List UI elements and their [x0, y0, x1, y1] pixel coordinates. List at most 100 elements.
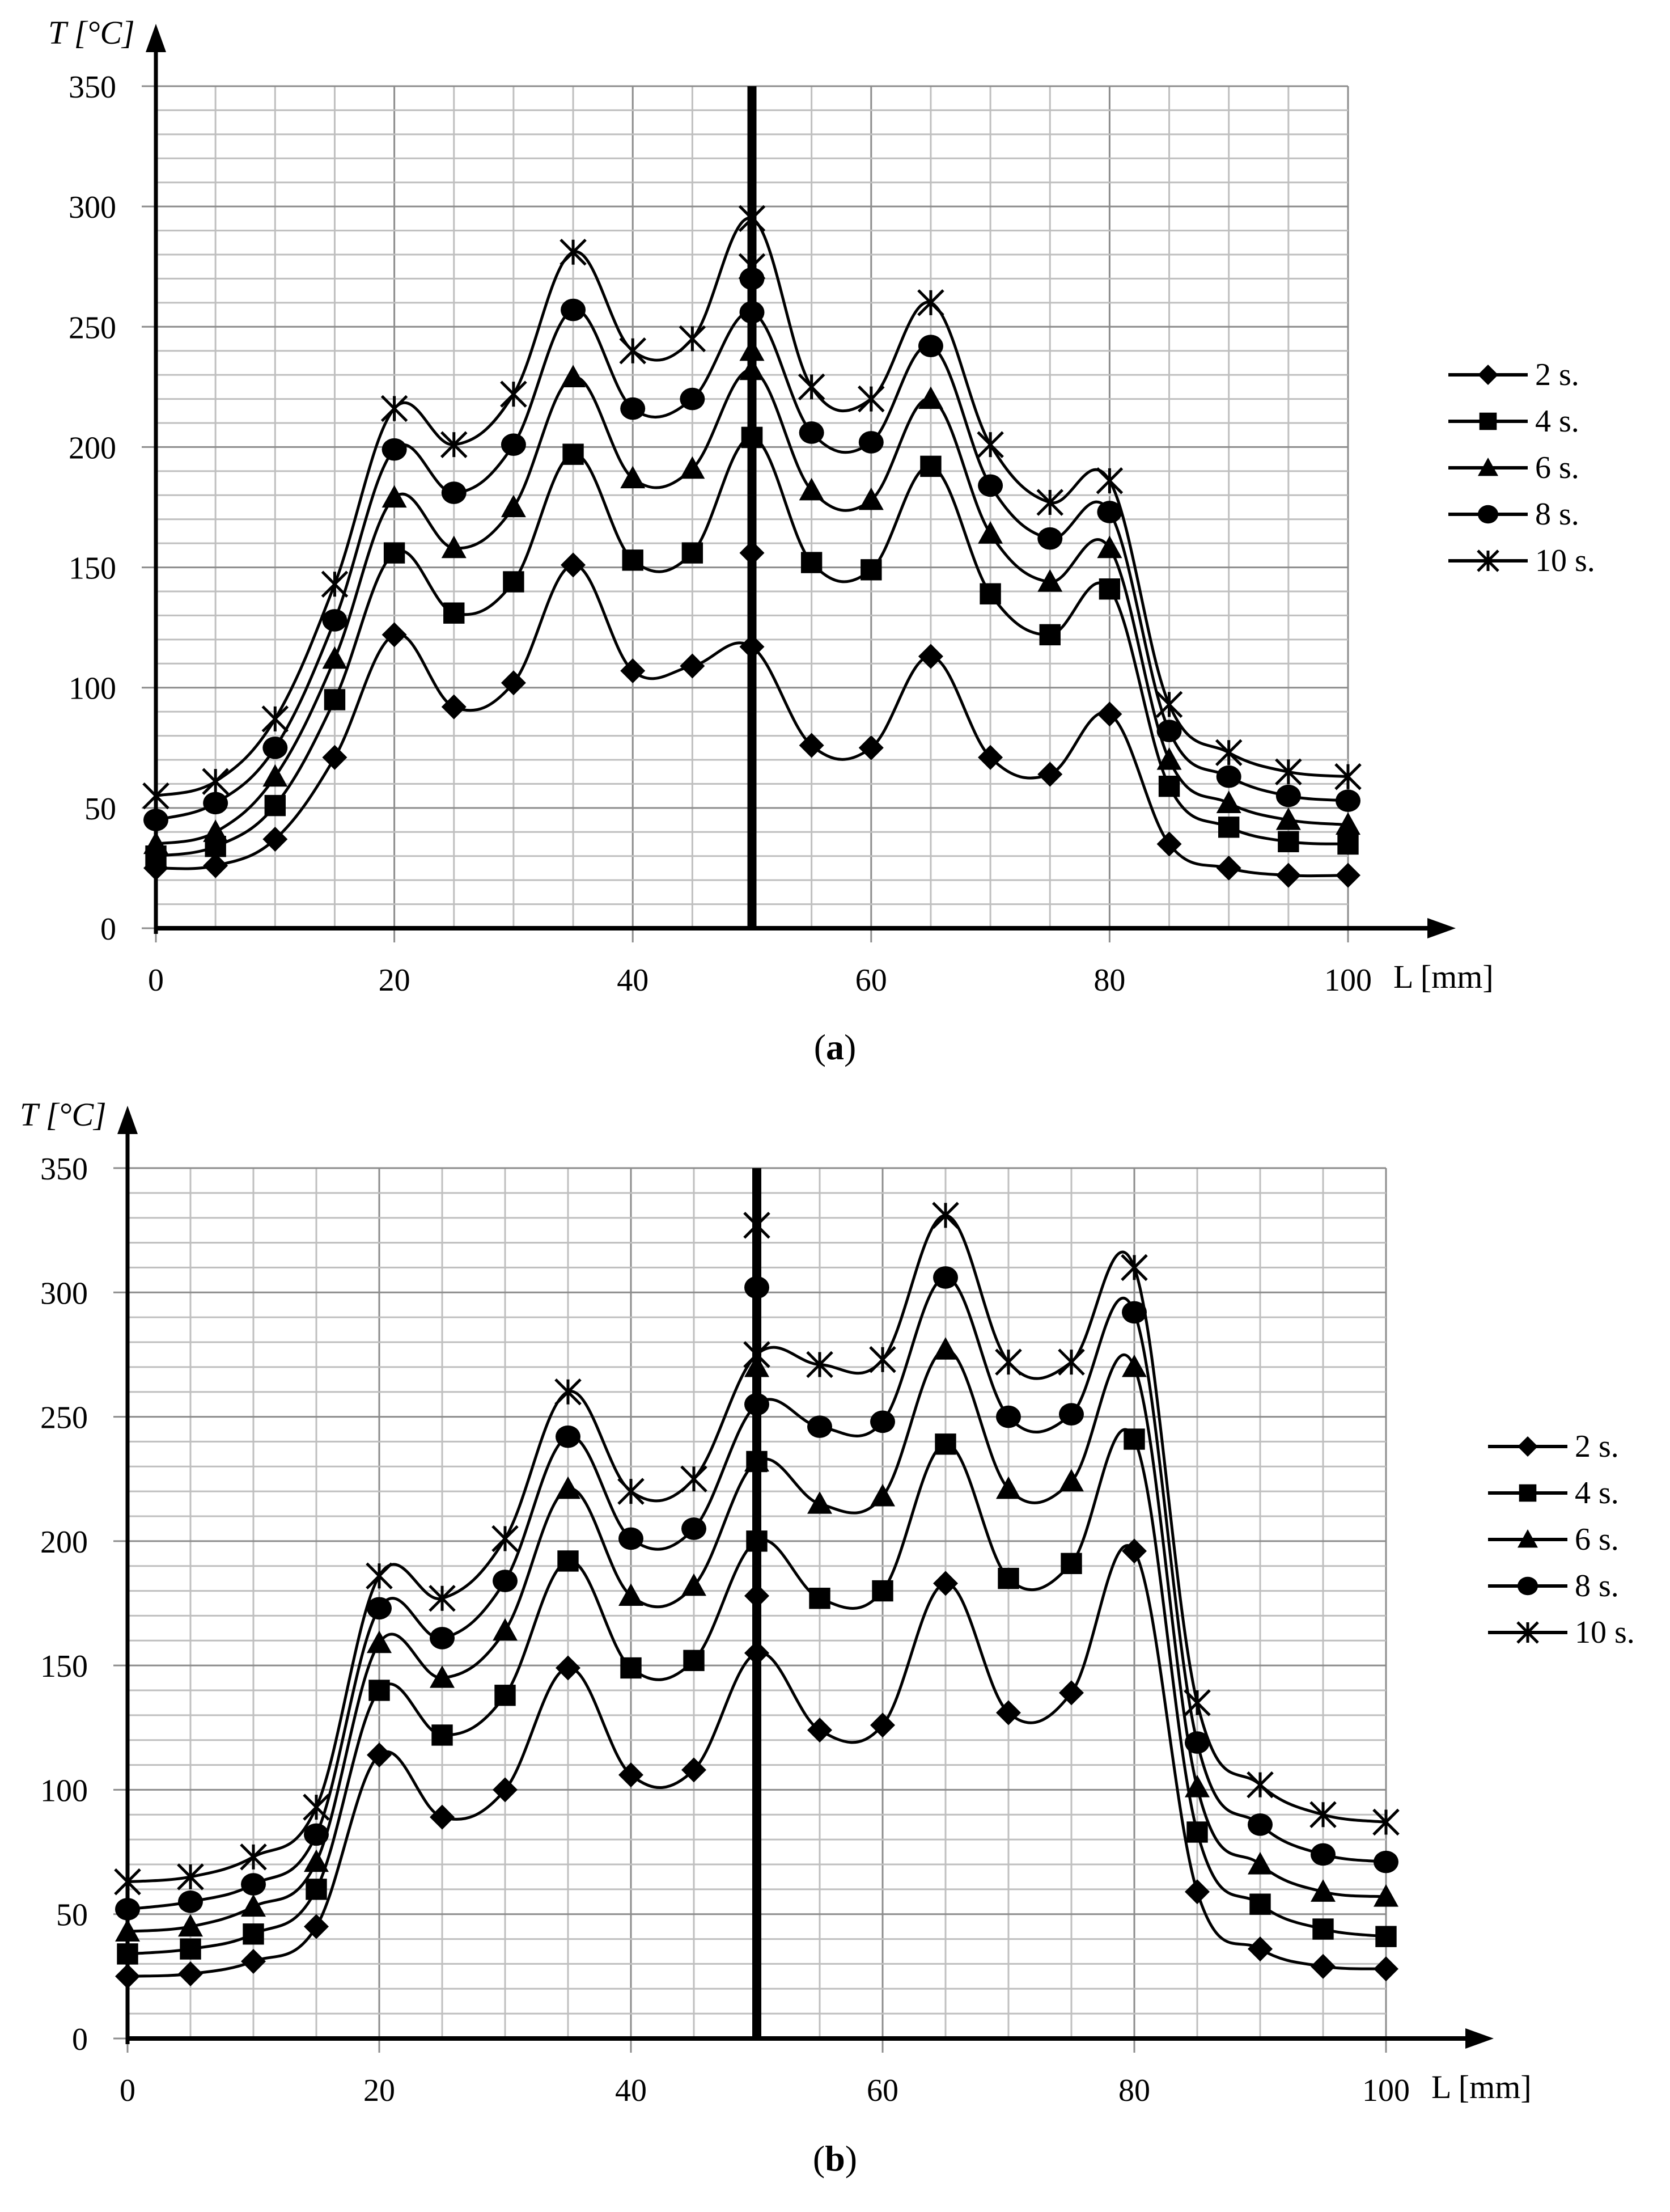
series-10s [142, 205, 1362, 810]
asterisk-marker-icon [743, 1212, 770, 1239]
x-tick-label: 100 [1362, 2073, 1410, 2108]
square-marker-icon [1337, 833, 1359, 855]
diamond-marker-icon [918, 644, 943, 669]
y-tick-label: 150 [40, 1649, 88, 1684]
circle-marker-icon [744, 1276, 769, 1299]
triangle-marker-icon [203, 819, 228, 842]
y-tick-label: 250 [40, 1401, 88, 1436]
y-tick-label: 0 [72, 2022, 88, 2057]
square-marker-icon [431, 1724, 453, 1746]
y-tick-label: 150 [69, 551, 116, 586]
circle-marker-icon [382, 438, 407, 461]
diamond-marker-icon [1248, 1936, 1273, 1962]
diamond-marker-icon [978, 745, 1003, 770]
square-marker-icon [368, 1680, 390, 1701]
circle-marker-icon [1478, 505, 1498, 524]
circle-marker-icon [262, 736, 288, 759]
series-8s [143, 267, 1360, 831]
circle-marker-icon [996, 1405, 1021, 1428]
y-tick-label: 300 [69, 190, 116, 225]
square-marker-icon [872, 1580, 893, 1602]
circle-marker-icon [493, 1570, 518, 1592]
asterisk-marker-icon [440, 431, 468, 458]
triangle-marker-icon [561, 365, 586, 387]
tick-labels: 0 50 100 150 200 250 300 350 0 20 40 60 80 100 L [mm] T… [20, 1096, 1532, 2108]
legend-item: 4 s. [1446, 398, 1595, 445]
diamond-marker-icon [933, 1571, 958, 1596]
circle-marker-icon [620, 397, 646, 420]
y-axis-arrow-icon [117, 1106, 138, 1134]
legend-item: 8 s. [1446, 491, 1595, 538]
triangle-marker-icon [501, 494, 526, 518]
circle-marker-icon [1275, 784, 1301, 807]
asterisk-marker-icon [858, 385, 885, 413]
diamond-marker-icon [680, 653, 705, 679]
triangle-marker-icon [1478, 458, 1498, 476]
circle-marker-icon [1122, 1301, 1147, 1324]
y-tick-label: 350 [69, 70, 116, 105]
legend-item: 6 s. [1485, 1516, 1635, 1563]
asterisk-marker-icon [380, 395, 408, 422]
legend-item: 2 s. [1446, 352, 1595, 398]
x-tick-label: 20 [363, 2073, 395, 2108]
triangle-marker-icon [1275, 807, 1301, 830]
circle-marker-icon [681, 1517, 706, 1540]
circle-marker-icon [799, 421, 824, 444]
legend-label: 8 s. [1575, 1568, 1619, 1604]
diamond-marker-icon [1185, 1879, 1210, 1905]
triangle-marker-icon [807, 1491, 832, 1514]
series-6s [143, 338, 1360, 855]
asterisk-marker-icon [977, 431, 1004, 458]
square-marker-icon [306, 1879, 327, 1900]
grid [142, 85, 1349, 942]
diamond-marker-icon [1037, 762, 1063, 787]
diamond-marker-icon [620, 658, 646, 684]
diamond-marker-icon [1216, 855, 1241, 881]
asterisk-marker-icon [1247, 1771, 1274, 1799]
circle-marker-icon [1156, 720, 1182, 742]
chart-a-plot: 0 50 100 150 200 250 300 350 0 20 40 60 80 100 L [mm] T… [48, 14, 1494, 998]
square-marker-icon [1519, 1484, 1537, 1502]
x-tick-label: 60 [855, 963, 887, 998]
square-marker-icon [243, 1923, 264, 1945]
x-tick-label: 40 [617, 963, 648, 998]
asterisk-marker-icon [554, 1378, 582, 1406]
y-tick-label: 50 [56, 1898, 88, 1933]
circle-marker-icon [430, 1627, 455, 1650]
diamond-marker-icon [262, 827, 288, 852]
triangle-marker-icon [620, 466, 646, 489]
diamond-marker-icon [870, 1712, 895, 1738]
diamond-marker-icon [241, 1949, 266, 1974]
triangle-marker-icon [858, 487, 884, 510]
circle-marker-icon [441, 481, 467, 504]
square-marker-icon [117, 1943, 138, 1965]
y-tick-label: 200 [69, 430, 116, 466]
square-marker-icon [980, 583, 1001, 604]
x-axis-label: L [mm] [1431, 2069, 1532, 2105]
asterisk-marker-icon [429, 1584, 456, 1612]
circle-marker-icon [1336, 789, 1360, 812]
square-marker-icon [746, 1530, 768, 1552]
square-marker-icon [1039, 624, 1061, 646]
circle-marker-icon [501, 433, 526, 456]
y-axis-label: T [°C] [48, 14, 135, 51]
diamond-marker-icon [493, 1777, 518, 1803]
square-marker-icon [998, 1567, 1019, 1589]
y-tick-label: 250 [69, 310, 116, 345]
asterisk-marker-icon [114, 1868, 141, 1896]
triangle-marker-icon [493, 1618, 518, 1641]
diamond-marker-icon [858, 735, 884, 760]
legend-item: 2 s. [1485, 1423, 1635, 1470]
triangle-marker-icon [680, 456, 705, 479]
circle-marker-icon [561, 298, 586, 322]
diamond-marker-icon [441, 694, 467, 720]
diamond-marker-icon [1336, 862, 1360, 888]
diamond-marker-icon [178, 1961, 203, 1986]
triangle-marker-icon [739, 338, 765, 361]
triangle-marker-icon [1037, 569, 1063, 592]
diamond-marker-icon [382, 622, 407, 648]
square-marker-icon [557, 1550, 579, 1572]
square-marker-icon [1479, 412, 1497, 430]
asterisk-marker-icon [261, 705, 289, 733]
chart-b-legend: 2 s. 4 s. 6 s. 8 s. 10 s. [1485, 1423, 1635, 1656]
